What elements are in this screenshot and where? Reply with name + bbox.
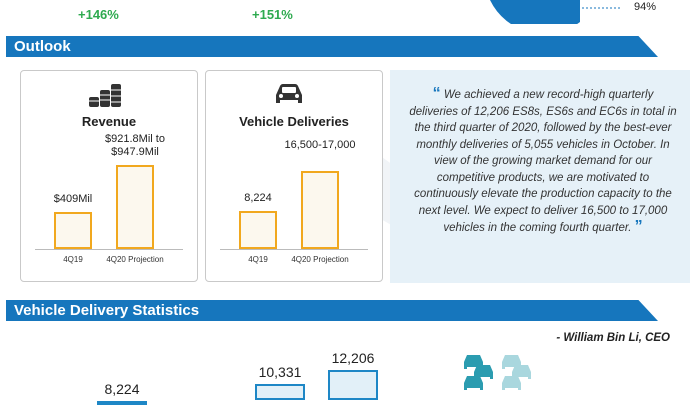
ceo-quote: “ We achieved a new record-high quarterl…	[408, 85, 678, 237]
delivery-value-1: 8,224	[104, 381, 140, 397]
outlook-heading: Outlook	[14, 38, 71, 55]
outlook-banner: Outlook	[6, 36, 658, 57]
ceo-quote-text: We achieved a new record-high quarterly …	[409, 89, 677, 234]
deliveries-cat-4q19: 4Q19	[248, 255, 268, 264]
ceo-quote-author: - William Bin Li, CEO	[556, 332, 670, 344]
revenue-bar-4q20	[116, 165, 154, 249]
delivery-bar-1	[97, 401, 147, 405]
open-quote-icon: “	[432, 85, 441, 102]
delivery-stats-heading: Vehicle Delivery Statistics	[14, 302, 200, 319]
donut-chart-fragment	[490, 0, 620, 24]
revenue-cat-4q19: 4Q19	[63, 255, 83, 264]
revenue-panel: Revenue $409Mil $921.8Mil to $947.9Mil 4…	[20, 70, 198, 282]
coins-stack-icon	[89, 84, 121, 107]
car-front-icon	[276, 84, 302, 103]
revenue-baseline	[35, 249, 183, 250]
deliveries-value-4q19: 8,224	[244, 192, 272, 204]
revenue-value-4q19: $409Mil	[53, 193, 93, 205]
revenue-title: Revenue	[81, 114, 137, 129]
deliveries-baseline	[220, 249, 368, 250]
revenue-bar-4q19	[54, 212, 92, 249]
close-quote-icon: ”	[634, 218, 643, 235]
delivery-value-2: 10,331	[258, 364, 302, 380]
revenue-value-4q20: $921.8Mil to $947.9Mil	[105, 133, 165, 158]
growth-right: +151%	[252, 7, 293, 22]
delivery-stats-banner: Vehicle Delivery Statistics	[6, 300, 658, 321]
deliveries-value-4q20: 16,500-17,000	[284, 139, 356, 151]
deliveries-title: Vehicle Deliveries	[239, 114, 349, 129]
ceo-quote-box: “ We achieved a new record-high quarterl…	[390, 70, 690, 344]
revenue-cat-4q20: 4Q20 Projection	[106, 255, 164, 264]
deliveries-bar-4q20	[301, 171, 339, 249]
deliveries-bar-4q19	[239, 211, 277, 249]
delivery-bar-3	[328, 370, 378, 400]
cars-group-icon	[464, 355, 531, 390]
delivery-value-3: 12,206	[331, 350, 375, 366]
donut-percent-label: 94%	[634, 1, 657, 13]
growth-left: +146%	[78, 7, 119, 22]
donut-slice	[490, 0, 580, 24]
deliveries-cat-4q20: 4Q20 Projection	[291, 255, 349, 264]
delivery-bar-2	[255, 384, 305, 400]
deliveries-panel: Vehicle Deliveries 8,224 16,500-17,000 4…	[205, 70, 383, 282]
